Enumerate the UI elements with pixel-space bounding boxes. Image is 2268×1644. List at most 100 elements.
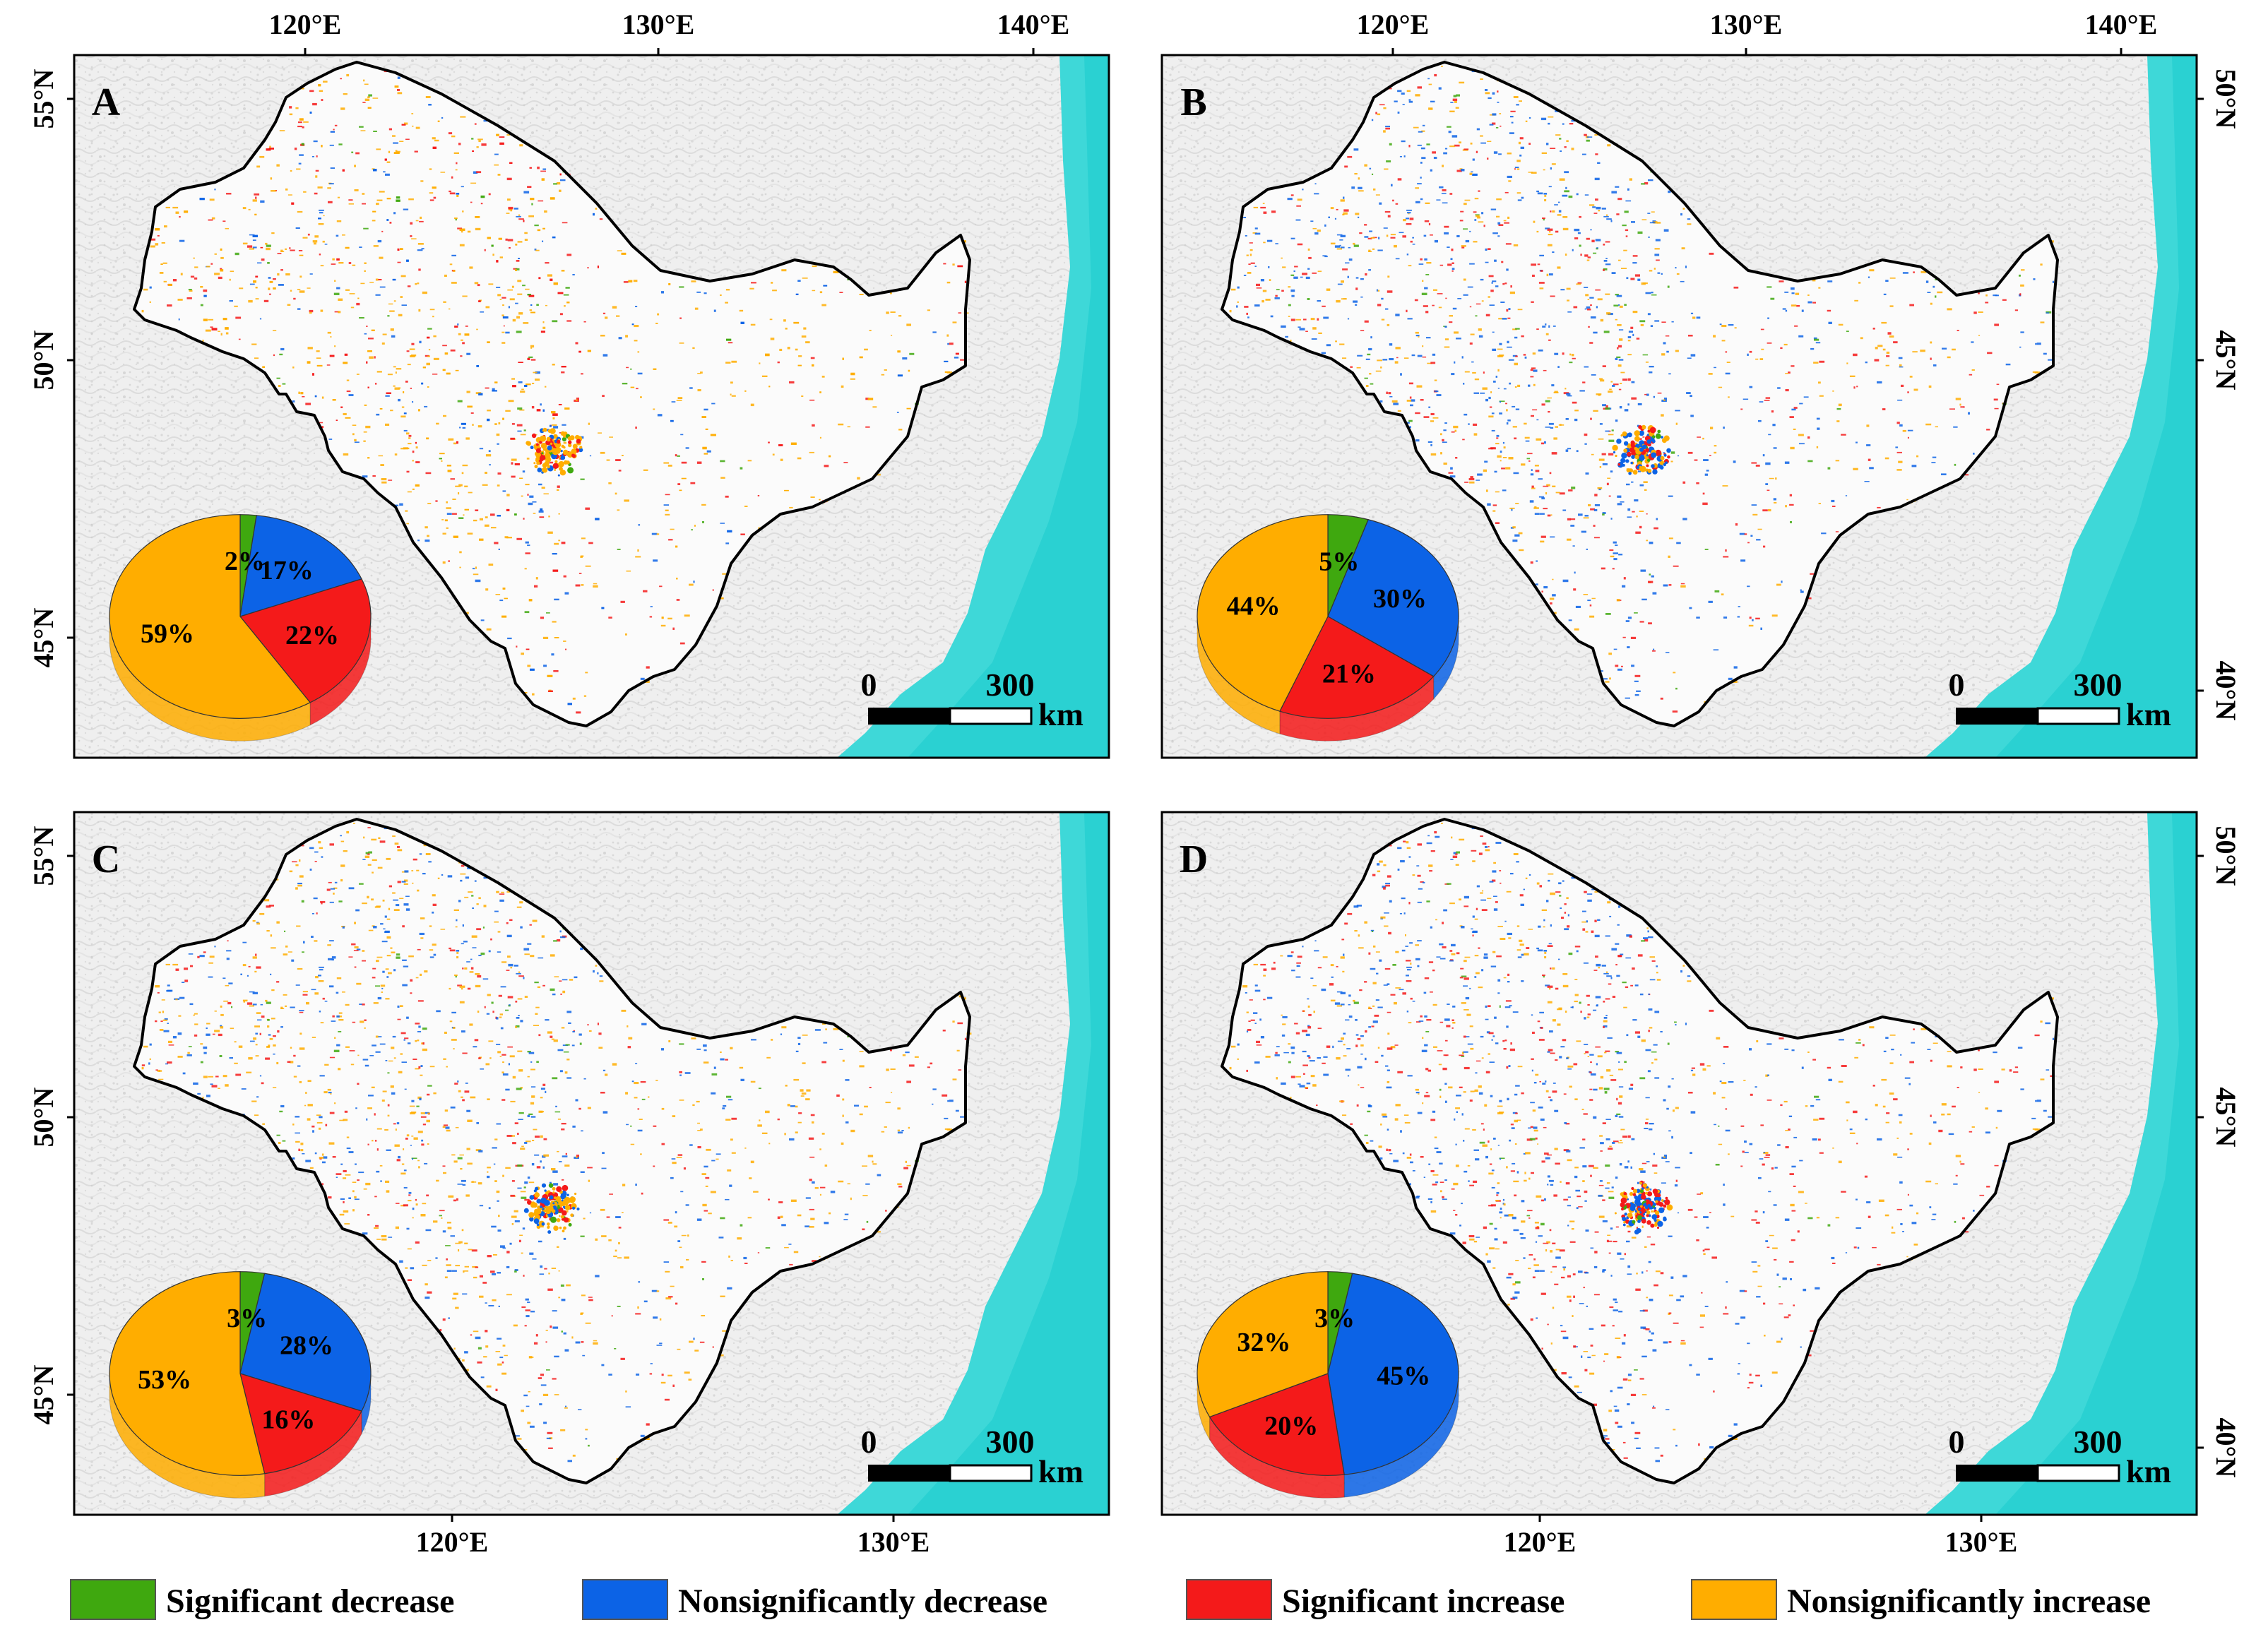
pie-slice-nonsignificant_decrease bbox=[239, 1273, 372, 1412]
scale-bar-end: 300 bbox=[2074, 1424, 2122, 1460]
scale-bar-start: 0 bbox=[1949, 1424, 1965, 1460]
panel-label: A bbox=[92, 81, 121, 124]
basin-boundary bbox=[133, 818, 971, 1484]
left-latitude-tick: 45°N bbox=[28, 607, 59, 667]
pie-slice-nonsignificant_decrease bbox=[239, 515, 362, 617]
top-longitude-tick: 120°E bbox=[1357, 8, 1430, 40]
legend-label: Significant increase bbox=[1282, 1583, 1565, 1620]
bottom-longitude-tick: 120°E bbox=[1504, 1526, 1577, 1558]
pie-label-significant_increase: 21% bbox=[1322, 659, 1376, 689]
pie-label-nonsignificant_decrease: 28% bbox=[280, 1331, 333, 1361]
pie-label-significant_decrease: 5% bbox=[1319, 547, 1359, 577]
scale-bar-unit: km bbox=[1038, 1453, 1083, 1489]
scale-bar-start: 0 bbox=[861, 1424, 877, 1460]
change-pixels bbox=[141, 70, 969, 714]
bottom-longitude-tick: 130°E bbox=[1945, 1526, 2018, 1558]
legend-item-nonsignificant_decrease: Nonsignificantly decrease bbox=[582, 1579, 1047, 1620]
legend-item-significant_decrease: Significant decrease bbox=[70, 1579, 454, 1620]
legend-label: Nonsignificantly increase bbox=[1787, 1583, 2151, 1620]
pie-slice-significant_increase bbox=[1279, 616, 1435, 719]
scale-bar-end: 300 bbox=[986, 667, 1035, 703]
pie-label-significant_decrease: 2% bbox=[225, 547, 265, 576]
panel-label: B bbox=[1180, 81, 1206, 124]
pie-slice-nonsignificant_increase bbox=[1197, 1271, 1329, 1418]
right-latitude-tick: 45°N bbox=[2210, 1088, 2242, 1148]
top-longitude-tick: 130°E bbox=[1710, 8, 1783, 40]
legend-label: Significant decrease bbox=[166, 1583, 454, 1620]
bottom-longitude-tick: 130°E bbox=[857, 1526, 930, 1558]
scale-bar-empty bbox=[949, 1464, 1033, 1482]
legend-swatch-nonsignificant_increase bbox=[1691, 1579, 1777, 1620]
scale-bar-start: 0 bbox=[861, 667, 877, 703]
scale-bar-start: 0 bbox=[1949, 667, 1965, 703]
map-frame bbox=[73, 54, 1110, 759]
right-latitude-tick: 50°N bbox=[2210, 826, 2242, 886]
legend-swatch-significant_decrease bbox=[70, 1579, 156, 1620]
pie-slice-nonsignificant_increase bbox=[1197, 514, 1329, 712]
basin-boundary bbox=[1221, 61, 2059, 727]
pie-slice-nonsignificant_decrease bbox=[1327, 1273, 1459, 1475]
pie-label-significant_increase: 20% bbox=[1264, 1411, 1318, 1441]
left-latitude-tick: 55°N bbox=[28, 68, 59, 129]
legend-label: Nonsignificantly decrease bbox=[678, 1583, 1047, 1620]
basin-boundary bbox=[133, 61, 971, 727]
left-latitude-tick: 45°N bbox=[28, 1364, 59, 1424]
legend-item-nonsignificant_increase: Nonsignificantly increase bbox=[1691, 1579, 2151, 1620]
basin-boundary bbox=[1221, 818, 2059, 1484]
scale-bar-filled bbox=[868, 708, 951, 725]
deep-sea-area bbox=[908, 55, 1109, 758]
pie-slice-nonsignificant_increase bbox=[109, 514, 311, 719]
pie-chart: 5% 30% 21% 44% bbox=[1197, 514, 1459, 741]
pie-slice-significant_increase bbox=[239, 578, 372, 703]
pie-slice-nonsignificant_decrease bbox=[1327, 519, 1459, 677]
pie-label-significant_decrease: 3% bbox=[1314, 1304, 1355, 1333]
legend: Significant decrease Nonsignificantly dec… bbox=[70, 1579, 2151, 1620]
top-longitude-tick: 140°E bbox=[997, 8, 1070, 40]
right-latitude-tick: 50°N bbox=[2210, 69, 2242, 129]
left-latitude-tick: 50°N bbox=[28, 330, 59, 390]
change-pixels bbox=[1229, 66, 2055, 713]
scale-bar-empty bbox=[949, 707, 1033, 725]
scale-bar-unit: km bbox=[2126, 1453, 2171, 1489]
deep-sea-area bbox=[908, 812, 1109, 1515]
pie-label-nonsignificant_decrease: 17% bbox=[260, 556, 314, 585]
map-panel-b: B 120°E 130°E 140°E 50°N 45°N 40°N 5% 30% 21% 44% 0… bbox=[1160, 8, 2242, 759]
bottom-longitude-tick: 120°E bbox=[416, 1526, 489, 1558]
panel-label: D bbox=[1180, 838, 1208, 881]
deep-sea-area bbox=[1995, 55, 2197, 758]
left-latitude-tick: 55°N bbox=[28, 826, 59, 886]
pie-slice-significant_increase bbox=[239, 1373, 362, 1475]
pie-slice-significant_increase bbox=[1209, 1373, 1345, 1476]
pie-label-nonsignificant_decrease: 30% bbox=[1373, 584, 1427, 614]
left-latitude-tick: 50°N bbox=[28, 1087, 59, 1147]
pie-slice-nonsignificant_increase bbox=[109, 1271, 266, 1476]
pie-chart: 3% 28% 16% 53% bbox=[109, 1271, 372, 1499]
legend-swatch-significant_increase bbox=[1186, 1579, 1272, 1620]
basin-interior bbox=[134, 62, 970, 726]
scale-bar-filled bbox=[1956, 708, 2038, 725]
scale-bar-empty bbox=[2036, 707, 2120, 725]
scale-bar-filled bbox=[868, 1465, 951, 1482]
map-frame bbox=[73, 811, 1110, 1516]
pie-label-significant_decrease: 3% bbox=[227, 1304, 267, 1333]
map-body bbox=[74, 812, 1109, 1515]
right-latitude-tick: 40°N bbox=[2210, 661, 2242, 721]
pie-chart: 3% 45% 20% 32% bbox=[1197, 1271, 1459, 1499]
right-latitude-tick: 45°N bbox=[2210, 330, 2242, 391]
change-pixels bbox=[1229, 823, 2055, 1463]
scale-bar-end: 300 bbox=[986, 1424, 1035, 1460]
basin-interior bbox=[134, 819, 970, 1483]
basin-interior bbox=[1222, 62, 2058, 726]
right-latitude-tick: 40°N bbox=[2210, 1418, 2242, 1478]
top-longitude-tick: 120°E bbox=[269, 8, 342, 40]
pie-label-significant_increase: 22% bbox=[285, 621, 339, 650]
map-panel-a: A 120°E 130°E 140°E 55°N 50°N 45°N 2%17% 22% 59% 0… bbox=[28, 8, 1110, 759]
scale-bar-end: 300 bbox=[2074, 667, 2122, 703]
pie-chart: 2%17% 22% 59% bbox=[109, 514, 372, 741]
